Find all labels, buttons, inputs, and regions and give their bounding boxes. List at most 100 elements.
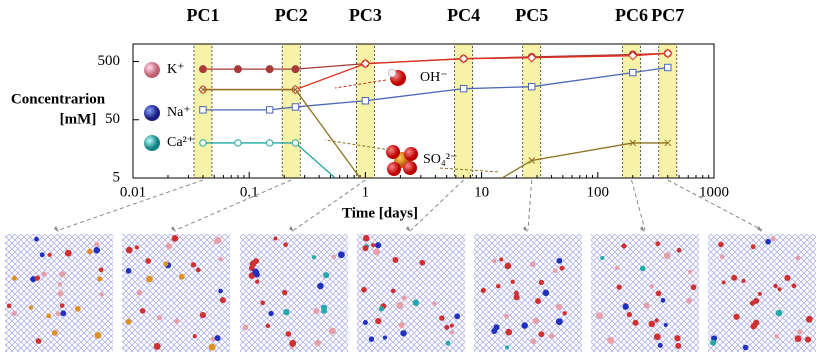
snapshot-arrow <box>58 179 204 231</box>
particle <box>412 299 419 306</box>
particle <box>444 325 450 330</box>
particle <box>375 317 382 325</box>
particle <box>41 271 47 277</box>
particle <box>552 268 558 274</box>
particle <box>171 234 179 242</box>
particle <box>398 322 405 329</box>
particle <box>139 308 146 314</box>
snapshot <box>474 234 582 352</box>
particle <box>320 304 328 311</box>
particle <box>125 246 133 254</box>
snapshot-arrow <box>293 179 366 231</box>
particle <box>797 329 803 335</box>
particle <box>653 333 661 341</box>
particle <box>607 336 615 344</box>
marker <box>234 139 242 147</box>
snapshot-arrow <box>667 179 763 231</box>
x-tick-label: 1 <box>362 184 370 200</box>
particle <box>654 318 659 323</box>
highlight-label: PC2 <box>275 5 308 25</box>
particle <box>390 288 396 294</box>
marker <box>199 139 207 147</box>
particle <box>28 305 34 310</box>
particle <box>60 310 67 317</box>
marker <box>292 86 299 93</box>
particle <box>11 275 18 281</box>
particle <box>317 282 324 290</box>
legend-icon <box>403 161 417 175</box>
marker <box>291 103 300 111</box>
particle <box>718 241 724 248</box>
particle <box>145 258 152 264</box>
particle <box>660 298 666 303</box>
x-tick-label: 10 <box>474 184 489 200</box>
particle <box>622 303 629 310</box>
particle <box>146 275 153 283</box>
particle <box>361 286 367 293</box>
marker <box>664 139 672 147</box>
particle <box>731 274 738 281</box>
arrow-head <box>640 226 645 232</box>
series-line <box>202 142 336 178</box>
particle <box>400 330 407 337</box>
particle <box>449 323 454 328</box>
particle <box>530 338 537 345</box>
particle <box>165 243 173 250</box>
marker <box>361 97 370 105</box>
particle <box>791 283 797 289</box>
particle <box>323 272 330 279</box>
particle <box>208 343 216 351</box>
legend-icon <box>404 147 418 161</box>
particle <box>805 336 812 343</box>
particle <box>382 335 388 340</box>
particle <box>213 239 219 245</box>
particle <box>770 236 776 242</box>
particle <box>753 297 760 304</box>
particle <box>331 254 337 260</box>
particle <box>362 245 369 252</box>
particle <box>439 315 445 321</box>
arrow-head <box>54 226 59 232</box>
legend-label: K⁺ <box>167 62 185 77</box>
particle <box>548 333 555 339</box>
particle <box>805 315 813 323</box>
legend-label: Ca²⁺ <box>167 135 194 150</box>
particle <box>750 322 757 330</box>
particle <box>675 342 682 349</box>
particle <box>532 317 539 325</box>
highlight-label: PC7 <box>651 5 684 25</box>
particle <box>375 242 382 249</box>
particle <box>626 312 633 318</box>
marker <box>360 58 371 69</box>
y-axis-label: [mM] <box>60 111 97 127</box>
marker <box>265 106 274 114</box>
particle <box>535 298 541 305</box>
x-tick-label: 0.01 <box>120 184 146 200</box>
particle <box>454 313 461 320</box>
particle <box>46 313 52 319</box>
particle <box>538 331 545 338</box>
particle <box>663 252 671 259</box>
particle <box>643 302 650 309</box>
marker <box>528 157 536 164</box>
annotation-arrow <box>334 79 387 89</box>
particle <box>775 309 783 317</box>
arrow-head <box>523 226 528 232</box>
particle <box>445 340 451 346</box>
particle <box>371 243 376 248</box>
particle <box>153 342 161 350</box>
marker <box>629 68 637 77</box>
particle <box>596 312 604 320</box>
marker <box>459 84 468 93</box>
particle <box>510 279 515 284</box>
plot-area <box>198 48 673 178</box>
particle <box>504 262 512 270</box>
particle <box>47 252 52 258</box>
particle <box>281 289 288 296</box>
particle <box>674 335 681 342</box>
particle <box>392 257 399 263</box>
arrow-head <box>757 226 762 232</box>
particle <box>163 261 169 267</box>
particle <box>249 260 257 268</box>
particle <box>368 336 375 342</box>
